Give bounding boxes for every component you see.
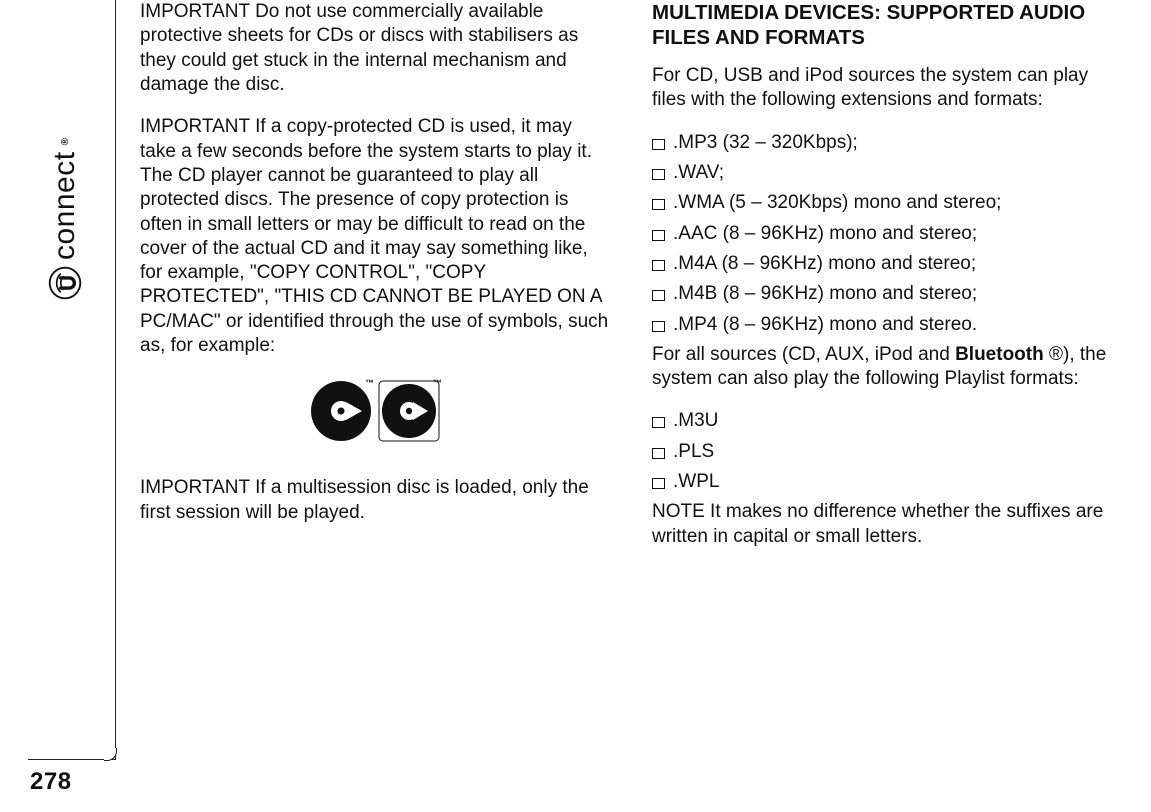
list-item-label: .WMA (5 – 320Kbps) mono and stereo; xyxy=(673,191,1001,215)
paragraph: IMPORTANT If a copy-protected CD is used… xyxy=(140,115,610,358)
bluetooth-label: Bluetooth xyxy=(955,344,1044,365)
bullet-icon xyxy=(652,321,665,332)
content-area: IMPORTANT Do not use commercially availa… xyxy=(140,0,1140,567)
list-item: .MP3 (32 – 320Kbps); xyxy=(652,131,1122,155)
right-column: MULTIMEDIA DEVICES: SUPPORTED AUDIO FILE… xyxy=(652,0,1122,567)
list-item-label: .MP4 (8 – 96KHz) mono and stereo. xyxy=(673,313,977,337)
side-rail xyxy=(28,0,116,760)
list-item: .MP4 (8 – 96KHz) mono and stereo. xyxy=(652,313,1122,337)
page-number: 278 xyxy=(30,768,72,796)
list-item-label: .AAC (8 – 96KHz) mono and stereo; xyxy=(673,222,977,246)
copy-control-logo-2: ™ xyxy=(378,380,440,442)
list-item-label: .M3U xyxy=(673,409,718,433)
brand-name: connect xyxy=(48,151,82,260)
list-item-label: .MP3 (32 – 320Kbps); xyxy=(673,131,858,155)
list-item: .WAV; xyxy=(652,161,1122,185)
paragraph: IMPORTANT Do not use commercially availa… xyxy=(140,0,610,97)
list-item: .M4B (8 – 96KHz) mono and stereo; xyxy=(652,282,1122,306)
uconnect-icon xyxy=(48,266,82,300)
copy-control-logo-1: ™ xyxy=(310,380,372,442)
paragraph: IMPORTANT If a multisession disc is load… xyxy=(140,476,610,525)
left-column: IMPORTANT Do not use commercially availa… xyxy=(140,0,610,567)
paragraph: For CD, USB and iPod sources the system … xyxy=(652,64,1122,113)
bullet-icon xyxy=(652,169,665,180)
copy-protection-logos: ™ ™ xyxy=(140,380,610,442)
bullet-icon xyxy=(652,290,665,301)
list-item: .WPL xyxy=(652,470,1122,494)
list-item-label: .M4A (8 – 96KHz) mono and stereo; xyxy=(673,252,976,276)
paragraph: For all sources (CD, AUX, iPod and Bluet… xyxy=(652,343,1122,392)
tm-mark: ™ xyxy=(433,378,442,390)
tm-mark: ™ xyxy=(365,378,374,390)
list-item: .M3U xyxy=(652,409,1122,433)
list-item-label: .WAV; xyxy=(673,161,724,185)
bullet-icon xyxy=(652,448,665,459)
bullet-icon xyxy=(652,260,665,271)
text: For all sources (CD, AUX, iPod and xyxy=(652,344,955,365)
manual-page: connect ® 278 IMPORTANT Do not use comme… xyxy=(0,0,1151,812)
list-item: .AAC (8 – 96KHz) mono and stereo; xyxy=(652,222,1122,246)
list-item: .WMA (5 – 320Kbps) mono and stereo; xyxy=(652,191,1122,215)
paragraph: NOTE It makes no difference whether the … xyxy=(652,500,1122,549)
list-item: .M4A (8 – 96KHz) mono and stereo; xyxy=(652,252,1122,276)
bullet-icon xyxy=(652,417,665,428)
section-heading: MULTIMEDIA DEVICES: SUPPORTED AUDIO FILE… xyxy=(652,0,1122,50)
brand-logo: connect ® xyxy=(48,138,82,300)
list-item: .PLS xyxy=(652,440,1122,464)
bullet-icon xyxy=(652,230,665,241)
brand-registered: ® xyxy=(60,138,71,145)
list-item-label: .WPL xyxy=(673,470,719,494)
list-item-label: .M4B (8 – 96KHz) mono and stereo; xyxy=(673,282,977,306)
bullet-icon xyxy=(652,139,665,150)
list-item-label: .PLS xyxy=(673,440,714,464)
bullet-icon xyxy=(652,478,665,489)
bullet-icon xyxy=(652,199,665,210)
